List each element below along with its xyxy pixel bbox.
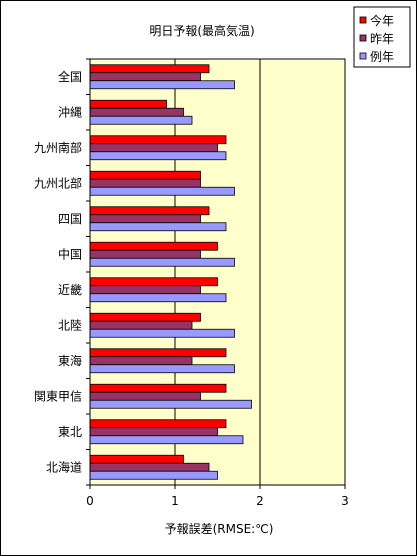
bar-2-2 [89,107,184,117]
category-label-7: 近畿 [58,283,82,297]
x-tick-label-1: 1 [171,494,179,508]
bar-3-5 [89,222,227,232]
bar-2-1 [89,72,201,82]
x-tick-label-2: 2 [256,494,264,508]
bar-3-10 [89,399,252,409]
category-label-4: 九州北部 [34,175,82,190]
bar-3-12 [89,470,218,480]
bar-3-6 [89,257,235,267]
bar-2-5 [89,214,201,224]
x-axis-label: 予報誤差(RMSE:℃) [165,521,274,536]
legend-swatch-3 [359,52,367,60]
bar-3-1 [89,80,235,90]
legend-label-2: 昨年 [370,32,394,46]
bar-2-11 [89,427,218,437]
category-label-11: 東北 [58,425,82,439]
chart-title: 明日予報(最高気温) [149,23,254,38]
bar-1-12 [89,454,184,464]
category-label-8: 北陸 [58,318,82,332]
category-label-3: 九州南部 [34,140,82,155]
bar-1-4 [89,170,201,180]
bar-2-9 [89,356,193,366]
bar-1-10 [89,383,227,393]
bar-2-6 [89,249,201,259]
bar-2-7 [89,285,201,295]
bar-2-4 [89,178,201,188]
category-label-9: 東海 [58,353,82,368]
bar-1-8 [89,312,201,322]
category-label-5: 四国 [58,212,82,226]
category-label-1: 全国 [58,69,82,84]
bar-1-6 [89,241,218,251]
x-tick-label-3: 3 [341,494,349,508]
bar-1-1 [89,64,210,74]
bar-3-7 [89,293,227,303]
legend-swatch-1 [359,16,367,24]
bar-1-2 [89,99,167,109]
bar-1-5 [89,206,210,216]
bar-2-3 [89,143,218,153]
bar-3-3 [89,151,227,161]
bar-2-12 [89,462,210,472]
bar-2-8 [89,320,193,330]
bar-1-7 [89,277,218,287]
bar-3-2 [89,115,193,125]
legend-label-3: 例年 [370,50,394,64]
plot-background [90,59,345,485]
category-label-10: 関東甲信 [34,389,82,403]
bar-1-11 [89,419,227,429]
bar-3-8 [89,328,235,338]
x-tick-label-0: 0 [86,494,94,508]
bar-2-10 [89,391,201,401]
category-label-6: 中国 [58,246,82,261]
legend-swatch-2 [359,34,367,42]
legend-label-1: 今年 [370,13,394,28]
bar-1-9 [89,348,227,358]
bar-3-9 [89,364,235,374]
category-label-2: 沖縄 [58,104,82,119]
category-label-12: 北海道 [46,459,82,474]
bar-3-4 [89,186,235,196]
bar-1-3 [89,135,227,145]
bar-3-11 [89,435,244,445]
